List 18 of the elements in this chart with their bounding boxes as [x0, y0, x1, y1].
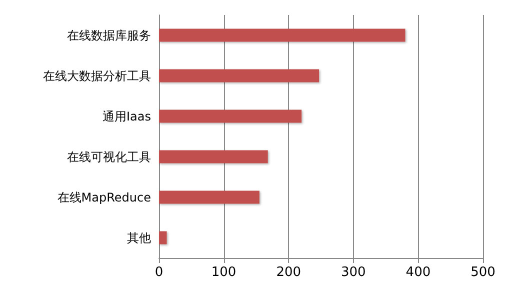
y-tick-label: 通用Iaas — [102, 109, 151, 124]
y-tick-label: 在线数据库服务 — [67, 28, 151, 42]
x-tick-label: 200 — [276, 265, 302, 280]
y-tick-label: 在线MapReduce — [57, 190, 151, 204]
x-tick-label: 500 — [470, 265, 496, 280]
bar — [159, 231, 167, 244]
bar — [159, 110, 302, 123]
x-tick-label: 100 — [211, 265, 236, 280]
y-tick-label: 在线可视化工具 — [67, 150, 151, 164]
bar — [159, 190, 260, 204]
bar — [159, 150, 268, 164]
y-tick-label: 在线大数据分析工具 — [43, 68, 151, 83]
x-tick-label: 400 — [406, 265, 431, 280]
bar — [159, 69, 320, 82]
bar — [159, 28, 406, 42]
y-tick-label: 其他 — [127, 230, 151, 245]
x-tick-label: 300 — [340, 265, 366, 280]
x-tick-label: 0 — [154, 265, 164, 280]
